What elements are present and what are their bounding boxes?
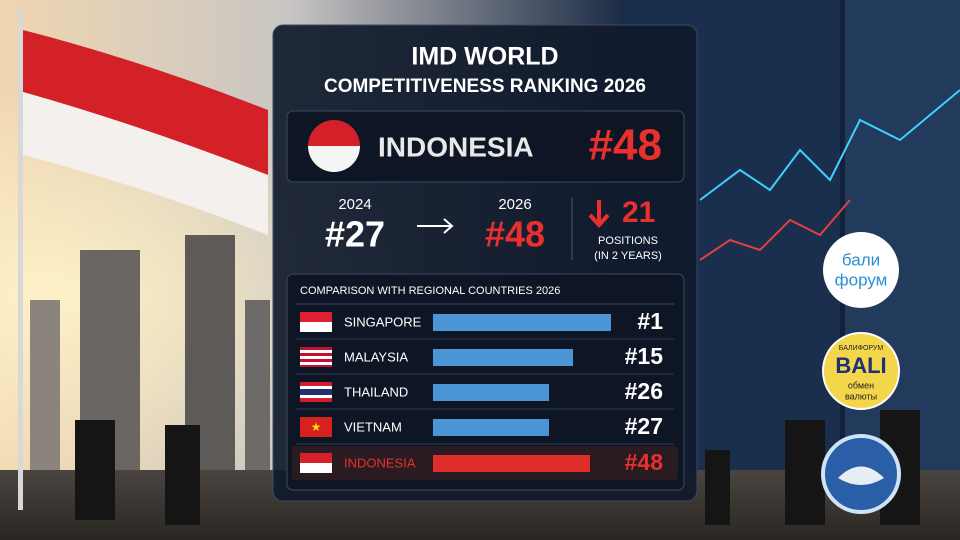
bar [433,314,611,331]
rank: #27 [625,413,663,439]
flag [300,312,332,322]
year: 2024 [338,196,371,213]
panel: IMD WORLD COMPETITIVENESS RANKING 2026 I… [272,24,698,502]
flag-star: ★ [311,420,322,434]
rank: #1 [637,308,663,334]
rank: #26 [625,378,663,404]
logo-text: БАЛИФОРУМ [839,345,884,352]
country-name: VIETNAM [344,419,402,434]
caption: POSITIONS [598,235,658,247]
flag [300,356,332,359]
flag [300,417,332,437]
logo-text: форум [835,270,888,289]
logos: бали форум БАЛИФОРУМ BALI обмен валюты [821,232,901,514]
bar [433,349,573,366]
bar [433,419,549,436]
rank: #48 [485,214,545,255]
country-name: SINGAPORE [344,314,422,329]
country-name: INDONESIA [378,131,534,162]
country-name: INDONESIA [344,455,416,470]
rank: #27 [325,214,385,255]
flag [300,453,332,463]
caption: (IN 2 YEARS) [594,250,662,262]
title: IMD WORLD [411,43,558,71]
rank: #48 [625,449,664,475]
bar [433,455,590,472]
country-name: THAILAND [344,384,408,399]
logo-text: BALI [835,353,886,378]
logo-text: обмен [848,380,874,390]
logo-text: валюты [845,391,877,401]
drop: 21 [622,196,655,229]
bar [433,384,549,401]
year: 2026 [498,196,531,213]
flag [300,350,332,353]
country-name: MALAYSIA [344,349,408,364]
rank: #15 [625,343,664,369]
flag [300,389,332,395]
flag [300,322,332,332]
logo-text: бали [842,250,880,269]
rank: #48 [589,121,662,170]
flag [300,362,332,365]
title: COMPETITIVENESS RANKING 2026 [324,76,646,97]
comparison-heading: COMPARISON WITH REGIONAL COUNTRIES 2026 [300,285,560,297]
flag [300,463,332,473]
